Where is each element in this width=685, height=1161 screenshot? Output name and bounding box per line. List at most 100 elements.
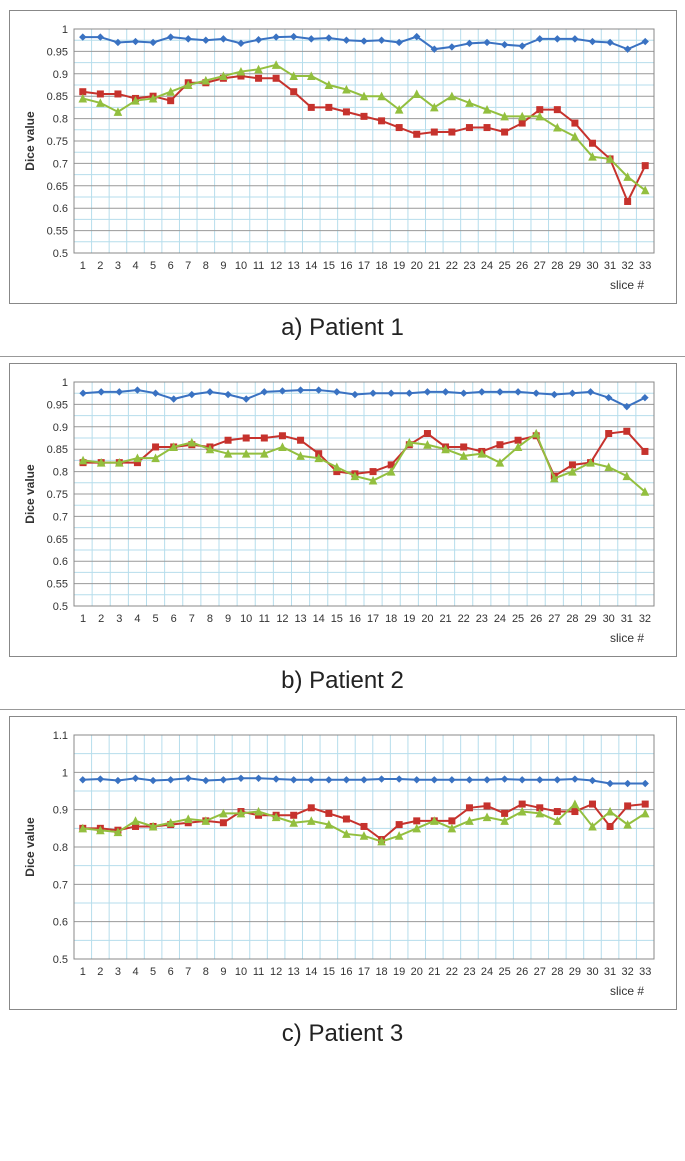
svg-text:15: 15 [322,966,334,978]
svg-text:27: 27 [533,260,545,272]
svg-text:16: 16 [340,966,352,978]
svg-text:2: 2 [98,613,104,625]
svg-text:17: 17 [357,260,369,272]
svg-text:20: 20 [410,260,422,272]
svg-text:25: 25 [498,966,510,978]
svg-text:10: 10 [234,966,246,978]
svg-text:26: 26 [516,260,528,272]
svg-text:24: 24 [480,260,492,272]
svg-text:Dice value: Dice value [23,464,37,524]
svg-text:28: 28 [551,966,563,978]
chart-a-inner: 0.50.550.60.650.70.750.80.850.90.951Dice… [10,11,676,303]
svg-text:23: 23 [463,260,475,272]
svg-text:25: 25 [498,260,510,272]
svg-text:9: 9 [220,260,226,272]
svg-text:1: 1 [80,613,86,625]
svg-text:28: 28 [551,260,563,272]
svg-text:24: 24 [493,613,505,625]
svg-text:22: 22 [445,966,457,978]
svg-text:13: 13 [287,966,299,978]
svg-text:19: 19 [393,260,405,272]
svg-text:9: 9 [220,966,226,978]
chart-c-svg: 0.50.60.70.80.911.1Dice value12345678910… [18,725,668,1005]
chart-b-svg: 0.50.550.60.650.70.750.80.850.90.951Dice… [18,372,668,652]
svg-text:26: 26 [530,613,542,625]
chart-b-inner: 0.50.550.60.650.70.750.80.850.90.951Dice… [10,364,676,656]
svg-text:0.85: 0.85 [46,91,67,103]
svg-text:10: 10 [240,613,252,625]
svg-text:1: 1 [79,260,85,272]
svg-text:6: 6 [170,613,176,625]
svg-text:2: 2 [97,966,103,978]
svg-text:6: 6 [167,260,173,272]
svg-text:27: 27 [533,966,545,978]
svg-text:17: 17 [357,966,369,978]
svg-text:11: 11 [252,260,263,272]
svg-text:21: 21 [439,613,451,625]
svg-text:slice #: slice # [609,631,643,645]
svg-text:32: 32 [621,260,633,272]
svg-text:0.6: 0.6 [52,556,67,568]
svg-text:8: 8 [206,613,212,625]
svg-text:30: 30 [586,966,598,978]
svg-text:0.95: 0.95 [46,46,67,58]
svg-text:20: 20 [410,966,422,978]
svg-text:0.5: 0.5 [52,954,67,966]
svg-text:18: 18 [385,613,397,625]
svg-text:0.85: 0.85 [46,444,67,456]
chart-b-frame: 0.50.550.60.650.70.750.80.850.90.951Dice… [9,363,677,657]
svg-text:12: 12 [276,613,288,625]
svg-text:2: 2 [97,260,103,272]
svg-text:7: 7 [185,260,191,272]
svg-text:23: 23 [475,613,487,625]
svg-text:14: 14 [312,613,324,625]
svg-text:0.8: 0.8 [52,114,67,126]
svg-text:0.65: 0.65 [46,534,67,546]
svg-text:16: 16 [348,613,360,625]
svg-text:5: 5 [150,966,156,978]
svg-text:21: 21 [428,260,440,272]
svg-text:11: 11 [258,613,269,625]
svg-text:0.9: 0.9 [52,69,67,81]
svg-text:25: 25 [511,613,523,625]
svg-text:0.7: 0.7 [52,879,67,891]
svg-text:slice #: slice # [609,984,643,998]
svg-text:19: 19 [403,613,415,625]
svg-text:6: 6 [167,966,173,978]
svg-text:12: 12 [269,260,281,272]
svg-text:9: 9 [225,613,231,625]
svg-text:0.75: 0.75 [46,489,67,501]
svg-text:1: 1 [79,966,85,978]
svg-text:7: 7 [185,966,191,978]
svg-text:31: 31 [603,966,615,978]
divider-2 [0,709,685,710]
svg-text:1.1: 1.1 [52,730,67,742]
svg-text:0.65: 0.65 [46,181,67,193]
svg-text:0.55: 0.55 [46,579,67,591]
svg-text:1: 1 [61,24,67,36]
svg-text:4: 4 [132,260,138,272]
svg-text:22: 22 [457,613,469,625]
svg-text:0.6: 0.6 [52,917,67,929]
svg-text:20: 20 [421,613,433,625]
svg-text:29: 29 [568,966,580,978]
svg-text:14: 14 [305,260,317,272]
svg-text:0.7: 0.7 [52,511,67,523]
svg-text:8: 8 [202,966,208,978]
svg-text:18: 18 [375,260,387,272]
svg-text:7: 7 [188,613,194,625]
svg-text:3: 3 [116,613,122,625]
svg-text:23: 23 [463,966,475,978]
svg-text:1: 1 [61,767,67,779]
svg-text:21: 21 [428,966,440,978]
svg-text:slice #: slice # [609,278,643,292]
chart-c-caption: c) Patient 3 [0,1010,685,1062]
svg-text:26: 26 [516,966,528,978]
svg-text:22: 22 [445,260,457,272]
svg-text:Dice value: Dice value [23,817,37,877]
svg-text:5: 5 [152,613,158,625]
chart-a-svg: 0.50.550.60.650.70.750.80.850.90.951Dice… [18,19,668,299]
svg-text:0.8: 0.8 [52,467,67,479]
svg-text:4: 4 [134,613,140,625]
svg-text:0.9: 0.9 [52,805,67,817]
